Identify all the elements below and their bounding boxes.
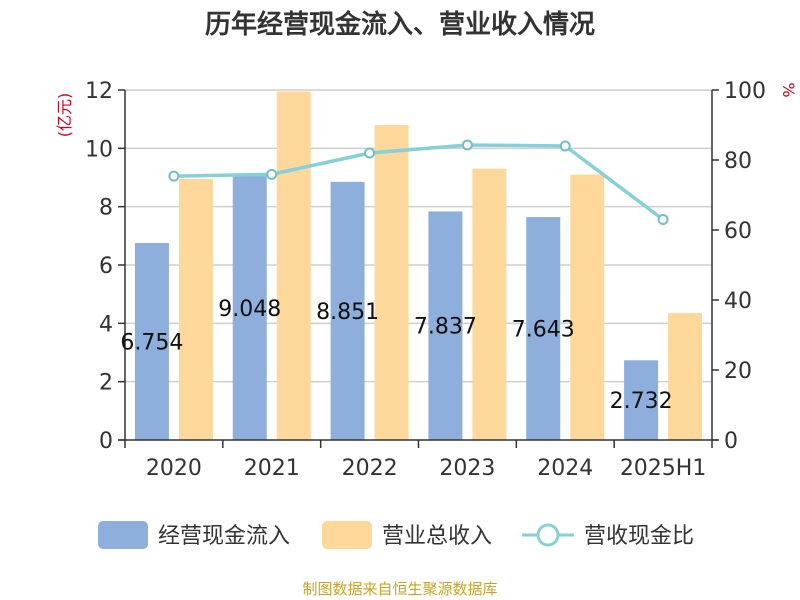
bar-data-label: 7.837 (414, 315, 477, 340)
legend-swatch (98, 521, 148, 549)
legend-label: 营收现金比 (584, 524, 694, 549)
y-left-axis-title: (亿元) (55, 93, 74, 138)
bar-revenue (276, 91, 311, 440)
ratio-point (168, 170, 180, 182)
y-right-tick-label: 60 (724, 219, 752, 244)
bar-cash-inflow (624, 360, 659, 440)
y-left-tick-label: 6 (99, 254, 113, 279)
legend-item-revenue: 营业总收入 (322, 521, 492, 549)
y-left-tick-label: 8 (99, 196, 113, 221)
x-tick-label: 2022 (342, 456, 398, 481)
x-tick-label: 2023 (439, 456, 495, 481)
legend-item-ratio: 营收现金比 (522, 523, 694, 549)
bar-revenue (374, 125, 409, 440)
y-left-tick-label: 12 (85, 79, 113, 104)
bar-cash-inflow (428, 211, 463, 440)
y-left-tick-label: 2 (99, 371, 113, 396)
bar-data-label: 6.754 (120, 331, 183, 356)
bar-cash-inflow (330, 181, 365, 441)
ratio-line-layer (168, 139, 669, 225)
bar-revenue (570, 174, 605, 441)
legend-label: 经营现金流入 (158, 524, 290, 549)
bar-layer (134, 91, 703, 441)
bar-cash-inflow (526, 217, 561, 440)
ratio-point (266, 168, 278, 180)
gridlines (125, 89, 712, 383)
ratio-point (364, 147, 376, 159)
ratio-point (657, 214, 669, 225)
y-left-tick-label: 4 (99, 312, 113, 337)
y-right-tick-label: 40 (724, 289, 752, 314)
x-tick-label: 2024 (537, 456, 593, 481)
legend-swatch (322, 521, 372, 549)
legend-item-cash-inflow: 经营现金流入 (98, 521, 290, 549)
bar-revenue (178, 178, 213, 441)
data-label-layer: 6.754 9.048 8.851 7.837 7.643 2.732 (120, 297, 672, 414)
legend: 经营现金流入 营业总收入 营收现金比 (98, 521, 694, 549)
legend-label: 营业总收入 (382, 524, 492, 549)
bar-data-label: 2.732 (610, 389, 673, 414)
bar-data-label: 9.048 (218, 297, 281, 322)
bar-cash-inflow (232, 176, 267, 440)
bar-data-label: 7.643 (512, 318, 575, 343)
ratio-line (173, 143, 665, 221)
chart-title: 历年经营现金流入、营业收入情况 (204, 10, 595, 40)
y-right-tick-label: 0 (724, 429, 738, 454)
source-note: 制图数据来自恒生聚源数据库 (302, 580, 498, 598)
y-left-tick-label: 10 (85, 137, 113, 162)
ratio-point (461, 139, 473, 151)
bar-revenue (668, 313, 703, 440)
bar-revenue (472, 168, 507, 440)
legend-marker (536, 523, 560, 547)
axes: 0 2 4 6 8 10 12 0 20 40 60 80 100 2020 2021 2022 2023 202… (55, 79, 798, 481)
x-tick-label: 2021 (244, 456, 300, 481)
y-right-tick-label: 20 (724, 359, 752, 384)
bar-data-label: 8.851 (316, 300, 379, 325)
y-right-axis-title: % (779, 82, 798, 97)
y-left-tick-label: 0 (99, 429, 113, 454)
y-right-tick-label: 80 (724, 149, 752, 174)
y-right-tick-label: 100 (724, 79, 766, 104)
x-tick-label: 2020 (146, 456, 202, 481)
ratio-point (559, 140, 571, 152)
x-tick-label: 2025H1 (620, 456, 707, 481)
bar-cash-inflow (134, 243, 169, 440)
